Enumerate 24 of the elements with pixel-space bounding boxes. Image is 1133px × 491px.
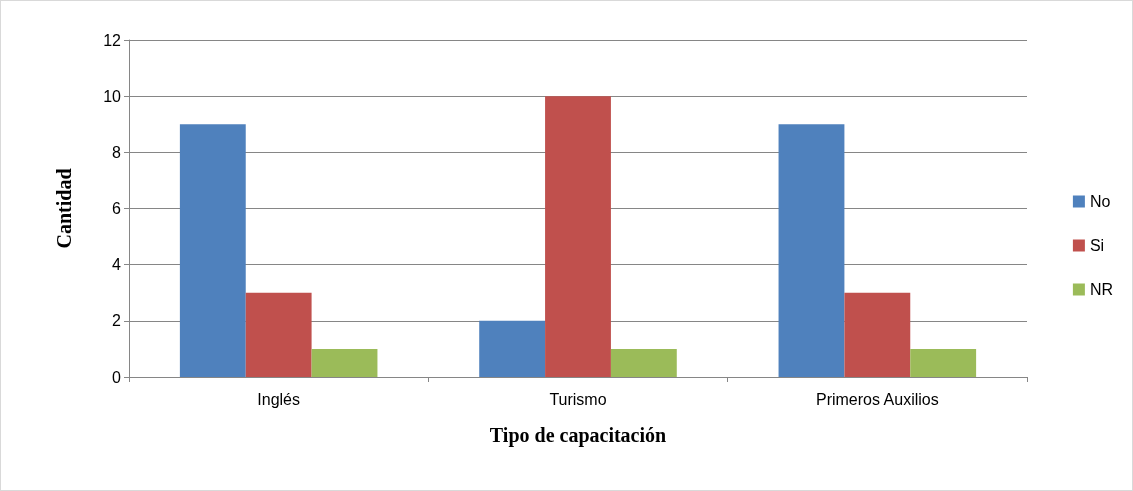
- y-tick-label: 10: [103, 87, 122, 105]
- legend-label: NR: [1089, 281, 1113, 298]
- x-tick-label: Turismo: [549, 390, 607, 408]
- y-tick-label: 0: [112, 368, 122, 386]
- y-tick-label: 6: [112, 200, 122, 217]
- x-tick-label: Primeros Auxilios: [815, 390, 939, 408]
- y-axis-title: Cantidad: [53, 168, 75, 249]
- y-tick-label: 8: [112, 143, 122, 161]
- legend-label: No: [1089, 193, 1111, 210]
- bar: [311, 348, 378, 377]
- y-tick-label: 2: [112, 312, 122, 330]
- bar: [479, 320, 546, 377]
- y-tick-label: 12: [103, 31, 122, 49]
- x-tick-label: Inglés: [257, 390, 301, 408]
- bar: [245, 292, 312, 377]
- bar: [844, 292, 911, 377]
- legend-label: Si: [1089, 237, 1105, 254]
- bar: [778, 124, 845, 377]
- x-axis-title: Tipo de capacitación: [489, 424, 667, 447]
- bar: [545, 96, 611, 377]
- bar: [179, 124, 246, 377]
- bar: [910, 348, 977, 377]
- y-tick-label: 4: [112, 256, 122, 274]
- bar: [610, 348, 677, 377]
